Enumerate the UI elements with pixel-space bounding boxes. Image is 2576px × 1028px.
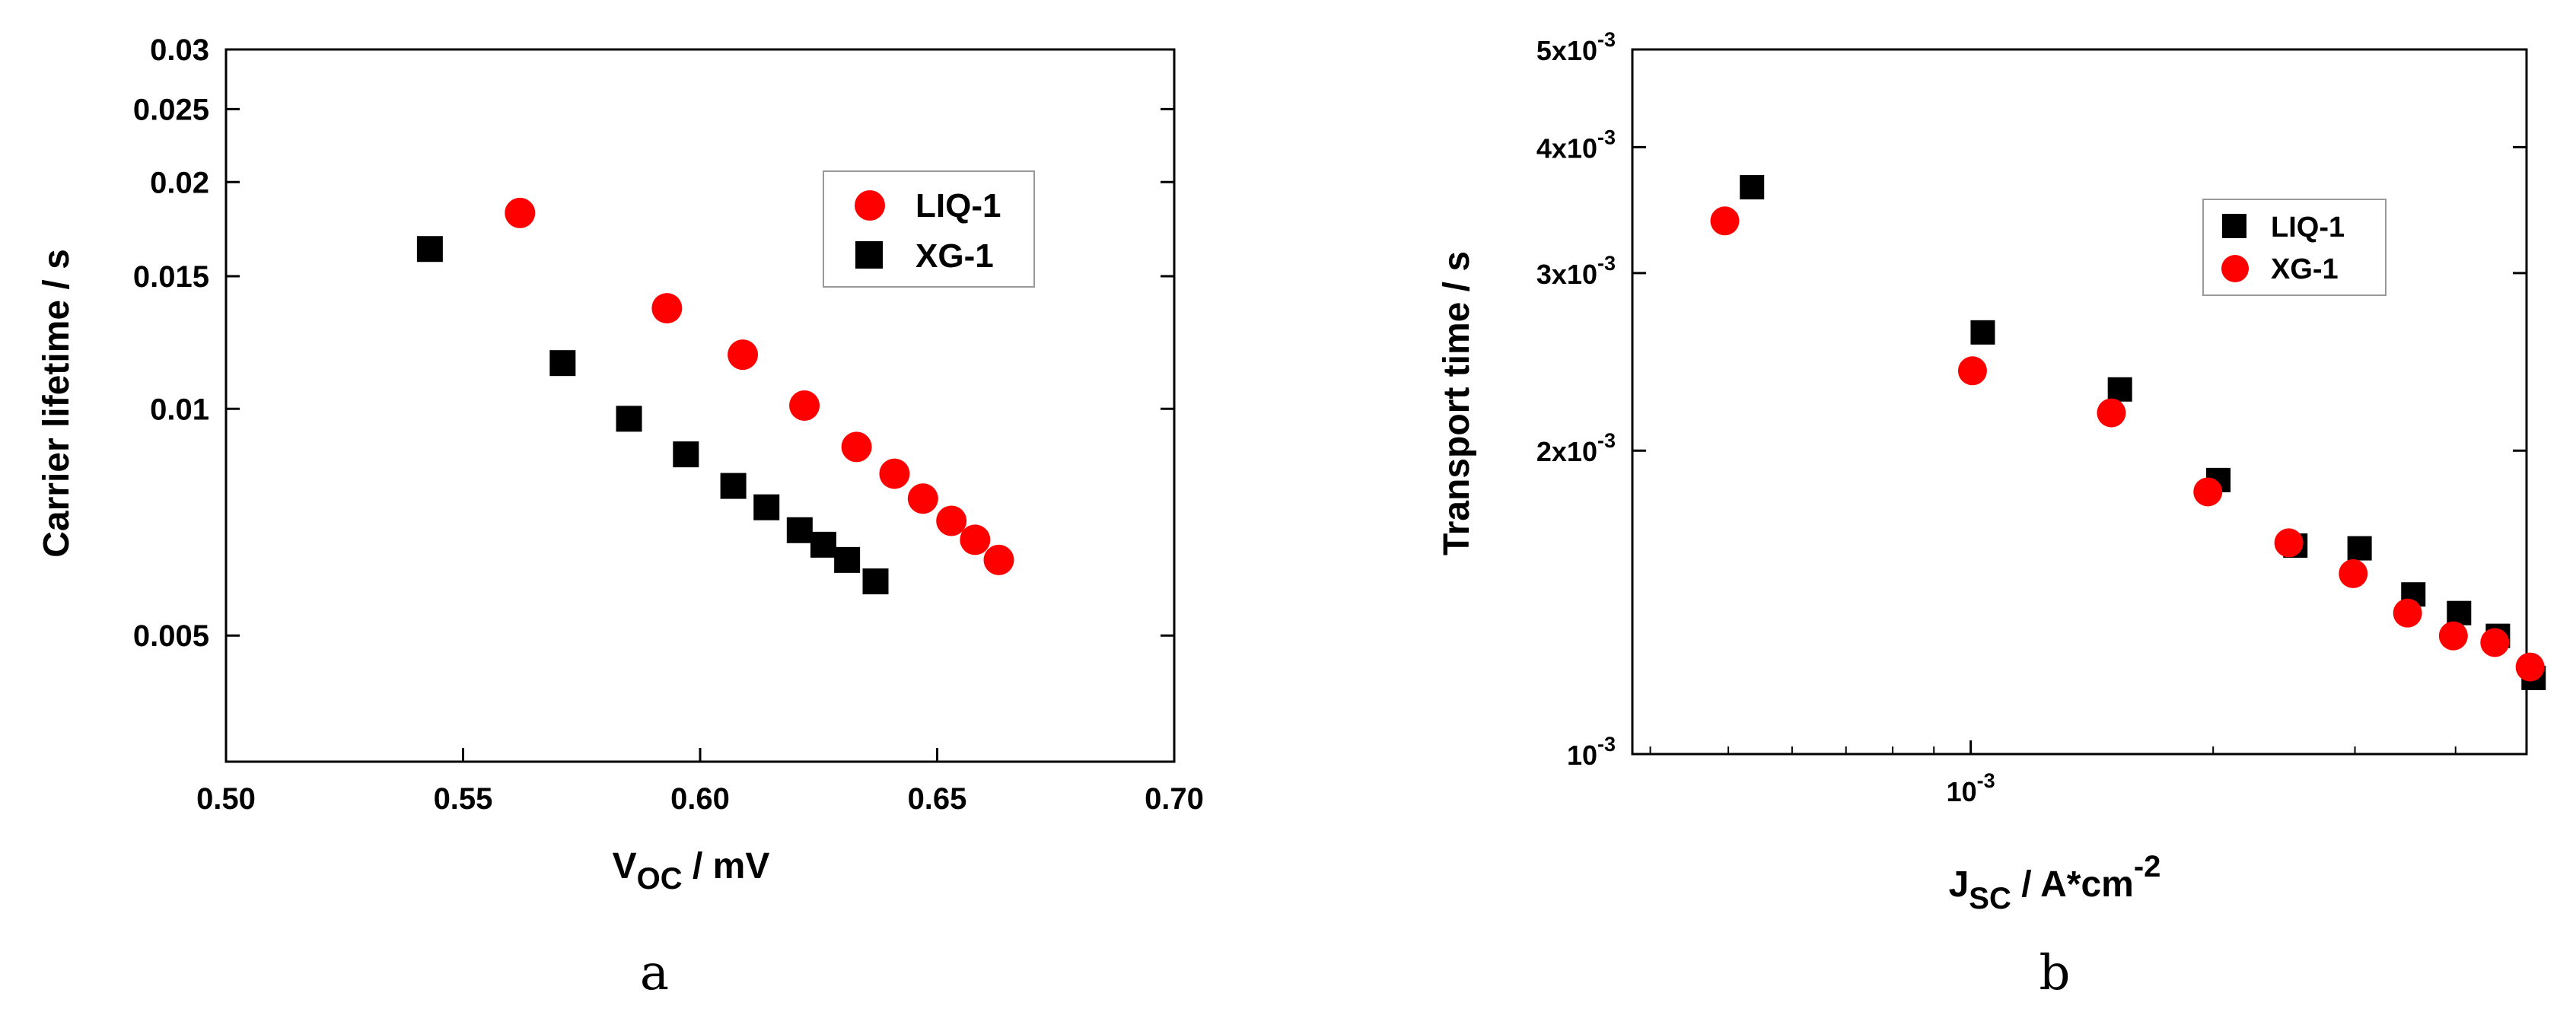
panel-a-ytick-label: 0.03 <box>150 33 209 67</box>
panel-a-xlabel-sub: OC <box>637 862 683 896</box>
panel-a-xtick-label: 0.55 <box>434 782 493 816</box>
panel-b-ytick-label: 10-3 <box>1567 733 1616 771</box>
panel-b-legend-label-0: LIQ-1 <box>2271 212 2345 243</box>
panel-a-ytick-label: 0.005 <box>133 619 209 653</box>
panel-a-point-liq-1 <box>728 339 759 371</box>
panel-a-point-xg-1 <box>834 546 861 573</box>
panel-a-ytick-label: 0.01 <box>150 393 209 426</box>
panel-b-ytick-label: 3x10-3 <box>1536 252 1616 290</box>
panel-b-point-liq-1 <box>2107 377 2132 402</box>
panel-a-point-xg-1 <box>616 406 642 432</box>
panel-b-ticks: 10-3 10-3 2x10-3 3x10-3 4x10-3 5x10-3 <box>1536 28 2527 807</box>
panel-a-ytick-label: 0.015 <box>133 260 209 294</box>
panel-b-xlabel: JSC / A*cm-2 <box>1949 850 2161 915</box>
panel-a-point-liq-1 <box>983 544 1014 575</box>
panel-a-ticks: 0.50 0.55 0.60 0.65 0.70 0.005 0.01 0.015 0.02 0.… <box>133 33 1204 816</box>
panel-b-legend-marker-1 <box>2221 255 2249 282</box>
panel-a-xlabel: VOC / mV <box>613 846 770 896</box>
panel-b-plot-frame <box>1631 48 2528 756</box>
panel-b-ytick-label: 2x10-3 <box>1536 429 1616 467</box>
panel-b-ylabel: Transport time / s <box>1437 251 1477 555</box>
panel-b-point-liq-1 <box>1970 320 1995 345</box>
panel-b-point-xg-1 <box>2339 559 2368 588</box>
panel-a-legend: LIQ-1 XG-1 <box>823 170 1035 288</box>
panel-a-point-xg-1 <box>416 236 443 263</box>
panel-a-point-xg-1 <box>862 568 889 595</box>
panel-a-point-liq-1 <box>907 483 938 514</box>
panel-b-point-liq-1 <box>2447 600 2472 625</box>
panel-a-point-liq-1 <box>651 293 683 324</box>
panel-b-point-xg-1 <box>2480 628 2510 657</box>
panel-b-xlabel-sup: -2 <box>2134 850 2161 883</box>
panel-a-legend-marker-1 <box>855 241 883 269</box>
panel-a-xtick-label: 0.50 <box>196 782 256 816</box>
panel-a-point-xg-1 <box>810 531 836 558</box>
panel-a-xtick-label: 0.65 <box>908 782 967 816</box>
panel-b-ytick-label: 5x10-3 <box>1536 28 1616 66</box>
panel-a-ytick-label: 0.02 <box>150 166 209 199</box>
panel-a-xtick-label: 0.70 <box>1145 782 1204 816</box>
panel-b-xlabel-rest: / A*cm <box>2011 864 2134 905</box>
panel-a: 0.50 0.55 0.60 0.65 0.70 0.005 0.01 0.015 0.02 0.… <box>37 33 1204 1001</box>
panel-b-point-xg-1 <box>2097 398 2126 428</box>
panel-a-ylabel: Carrier lifetime / s <box>37 249 77 558</box>
panel-a-point-xg-1 <box>720 473 747 499</box>
panel-a-point-liq-1 <box>505 197 536 228</box>
panel-b-point-xg-1 <box>1957 356 1987 386</box>
panel-b-point-xg-1 <box>2515 652 2545 682</box>
panel-a-point-liq-1 <box>841 431 872 463</box>
panel-b-marks <box>1710 175 2546 690</box>
panel-b-legend-label-1: XG-1 <box>2271 253 2339 285</box>
panel-a-letter: a <box>640 945 669 1001</box>
panel-a-plot-frame <box>224 48 1176 763</box>
panel-b-legend-marker-0 <box>2222 214 2246 238</box>
panel-a-point-xg-1 <box>753 494 780 520</box>
panel-b-point-xg-1 <box>2274 528 2304 558</box>
panel-b-point-xg-1 <box>2438 621 2468 651</box>
panel-b-xlabel-main: J <box>1949 864 1969 905</box>
panel-a-point-liq-1 <box>960 524 991 555</box>
panel-a-legend-label-1: XG-1 <box>915 237 994 275</box>
panel-b-point-xg-1 <box>2193 477 2223 507</box>
panel-a-point-liq-1 <box>936 505 967 536</box>
panel-a-xlabel-rest: / mV <box>683 846 770 886</box>
panel-b-point-liq-1 <box>2347 536 2372 561</box>
panel-b-point-xg-1 <box>1710 206 1740 236</box>
panel-b-xlabel-sub: SC <box>1969 882 2011 915</box>
panel-a-ytick-label: 0.025 <box>133 93 209 126</box>
panel-b-letter: b <box>2039 945 2071 1001</box>
panel-a-point-liq-1 <box>789 390 820 421</box>
panel-a-marks <box>416 197 1014 595</box>
panel-b-xtick-label: 10-3 <box>1947 769 1995 807</box>
panel-b-point-xg-1 <box>2393 598 2422 628</box>
panel-a-point-xg-1 <box>786 517 813 543</box>
panel-a-xtick-label: 0.60 <box>670 782 730 816</box>
panel-b: 10-3 10-3 2x10-3 3x10-3 4x10-3 5x10-3 Transpo… <box>1437 28 2546 1001</box>
panel-a-point-xg-1 <box>673 441 699 468</box>
panel-a-legend-marker-0 <box>855 190 885 221</box>
panel-b-ytick-label: 4x10-3 <box>1536 126 1616 164</box>
panel-b-point-liq-1 <box>1740 175 1765 200</box>
panel-a-legend-label-0: LIQ-1 <box>915 187 1001 224</box>
panel-a-xlabel-main: V <box>613 846 637 886</box>
panel-a-point-liq-1 <box>879 458 910 489</box>
panel-a-point-xg-1 <box>549 350 576 377</box>
panel-b-legend: LIQ-1 XG-1 <box>2202 199 2387 296</box>
